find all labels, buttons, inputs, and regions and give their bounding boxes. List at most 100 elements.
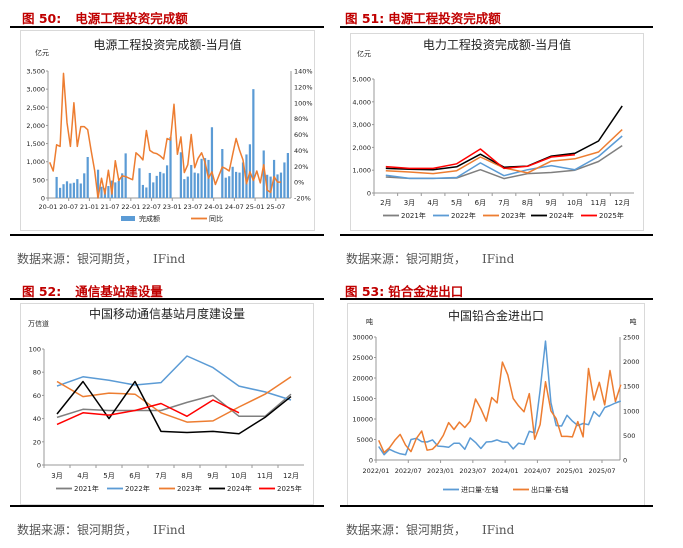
y2-tick-label: 60% <box>294 131 308 139</box>
y-tick-label: 25000 <box>352 354 373 362</box>
x-tick-label: 23-01 <box>163 203 182 211</box>
y2-tick-label: 2500 <box>623 334 640 342</box>
bar <box>241 162 245 198</box>
bar <box>55 176 58 198</box>
x-tick-label: 2022/01 <box>362 467 389 475</box>
bar <box>145 187 148 198</box>
x-tick-label: 6月 <box>129 472 140 480</box>
x-tick-label: 22-07 <box>142 203 161 211</box>
x-tick-label: 2024/01 <box>492 467 519 475</box>
bar <box>159 171 162 198</box>
bottom-rule <box>10 505 324 507</box>
source-provider: IFind <box>153 523 186 537</box>
x-tick-label: 21-07 <box>101 203 120 211</box>
bar <box>234 171 238 198</box>
x-tick-label: 4月 <box>77 472 88 480</box>
y2-tick-label: -20% <box>294 195 311 203</box>
bar <box>165 165 169 198</box>
x-tick-label: 22-01 <box>121 203 140 211</box>
bar <box>83 173 86 198</box>
figure-title: 铅合金进出口 <box>388 284 464 299</box>
legend-label: 完成额 <box>139 214 160 223</box>
top-rule <box>340 298 653 300</box>
x-tick-label: 2023/01 <box>427 467 454 475</box>
figure-number: 图 51: <box>345 11 385 26</box>
bar <box>190 164 193 198</box>
x-tick-label: 21-01 <box>80 203 99 211</box>
series-line-1 <box>378 361 622 454</box>
top-rule <box>340 26 653 28</box>
x-tick-label: 11月 <box>591 199 607 207</box>
y-tick-label: 3,000 <box>26 86 45 94</box>
figure-number: 图 50: <box>22 11 62 26</box>
bar <box>179 152 182 198</box>
y2-tick-label: 100% <box>294 99 313 107</box>
bar <box>107 186 110 198</box>
figure-number: 图 53: <box>345 284 385 299</box>
x-tick-label: 25-01 <box>246 203 265 211</box>
figure-number: 图 52: <box>22 284 62 299</box>
x-tick-label: 8月 <box>522 199 533 207</box>
y-tick-label: 20 <box>33 438 41 446</box>
y2-tick-label: 140% <box>294 68 313 76</box>
x-tick-label: 2025/07 <box>588 467 615 475</box>
y-tick-label: 4,000 <box>352 98 371 106</box>
y-tick-label: 2,000 <box>352 144 371 152</box>
bar <box>155 175 158 198</box>
bar <box>76 179 79 198</box>
legend-label: 同比 <box>209 214 223 223</box>
legend-label: 2024年 <box>549 211 574 220</box>
y-tick-label: 5000 <box>356 436 373 444</box>
chart-52-panel: 中国移动通信基站月度建设量 万信道 0 20 40 60 80 100 3月 4月 5月 6月 7月 8月… <box>20 303 314 505</box>
y-tick-label: 60 <box>33 392 41 400</box>
series-line-3 <box>385 105 623 171</box>
bottom-rule <box>340 234 653 236</box>
y-axis-unit: 万信道 <box>28 319 49 328</box>
y-tick-label: 5,000 <box>352 76 371 84</box>
legend-label: 2021年 <box>74 484 99 493</box>
bar <box>186 176 189 198</box>
chart-53-panel: 中国铅合金进出口吨吨 0 5000 10000 15000 20000 25000 30000… <box>347 303 645 506</box>
legend-label: 2024年 <box>227 484 252 493</box>
x-tick-label: 2022/07 <box>395 467 422 475</box>
x-tick-label: 5月 <box>451 199 462 207</box>
figure-title: 电源工程投资完成额 <box>388 11 501 26</box>
top-rule <box>10 298 324 300</box>
bar <box>124 153 127 198</box>
series-line-0 <box>56 393 292 419</box>
bar <box>283 162 286 198</box>
bar <box>79 183 82 198</box>
y-tick-label: 80 <box>33 369 41 377</box>
y-tick-label: 1,500 <box>26 140 45 148</box>
bar <box>152 182 155 198</box>
legend-swatch <box>121 216 135 221</box>
bar <box>100 186 103 198</box>
y2-tick-label: 80% <box>294 115 308 123</box>
source-provider: IFind <box>482 252 515 266</box>
series-line-1 <box>49 72 281 199</box>
y2-tick-label: 40% <box>294 147 308 155</box>
x-tick-label: 7月 <box>498 199 509 207</box>
y-tick-label: 1,000 <box>26 158 45 166</box>
x-tick-label: 25-07 <box>266 203 285 211</box>
bar <box>58 187 62 198</box>
y-tick-label: 0 <box>37 462 41 470</box>
y2-tick-label: 120% <box>294 83 313 91</box>
y2-tick-label: 2000 <box>623 358 640 366</box>
legend-label: 进口量-左轴 <box>461 485 499 494</box>
series-line-4 <box>385 148 575 170</box>
source-provider: IFind <box>153 252 186 266</box>
x-tick-label: 9月 <box>207 472 218 480</box>
y-tick-label: 0 <box>41 195 45 203</box>
source-label: 数据来源：银河期货， <box>346 252 467 266</box>
figure-52-heading: 图 52: 通信基站建设量 <box>22 281 163 300</box>
bar <box>183 179 186 198</box>
bar <box>207 159 210 198</box>
bar <box>238 172 241 198</box>
x-tick-label: 20-07 <box>59 203 78 211</box>
x-tick-label: 3月 <box>51 472 62 480</box>
y2-axis-unit: 吨 <box>630 317 637 326</box>
series-line-4 <box>56 399 240 426</box>
